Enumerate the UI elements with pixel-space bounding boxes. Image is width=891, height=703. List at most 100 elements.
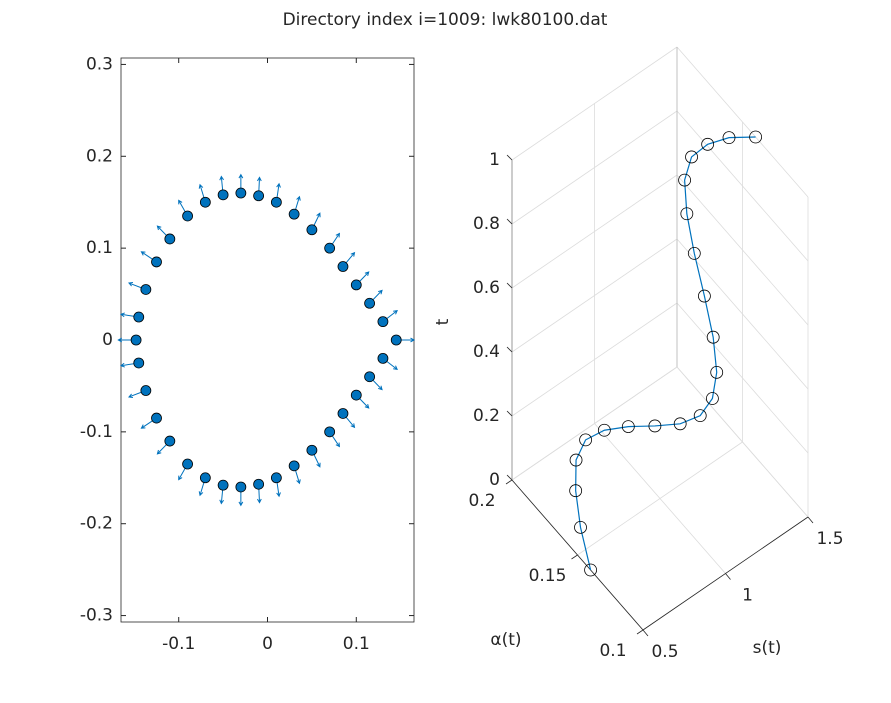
z-tick	[506, 346, 513, 353]
point	[364, 371, 376, 383]
point	[377, 352, 389, 364]
grid-line	[511, 238, 678, 353]
marker	[680, 207, 694, 221]
marker	[722, 131, 736, 145]
z-tick-label: 0.8	[473, 214, 500, 234]
point	[133, 311, 145, 323]
y-tick-label: 0.1	[599, 641, 626, 661]
point	[164, 435, 176, 447]
figure-title: Directory index i=1009: lwk80100.dat	[283, 10, 608, 30]
z-tick-label: 0.4	[473, 342, 500, 362]
grid-line	[511, 302, 678, 417]
y-tick-label: 0.2	[468, 491, 495, 511]
y-tick	[636, 629, 644, 635]
point	[306, 444, 318, 456]
y-axis-label: α(t)	[490, 630, 521, 650]
point	[253, 478, 265, 490]
point	[306, 224, 318, 236]
x-tick	[807, 516, 814, 524]
marker	[706, 392, 719, 405]
point	[130, 334, 142, 346]
z-tick-label: 0	[489, 470, 500, 490]
y-tick-label: 0.1	[86, 238, 113, 258]
y-tick-label: -0.2	[80, 514, 113, 534]
z-axis-label: t	[433, 318, 453, 325]
point	[140, 385, 152, 396]
y-tick-label: 0.2	[86, 146, 113, 166]
point	[217, 189, 229, 201]
x-tick-label: 1	[742, 586, 753, 606]
point	[288, 208, 300, 220]
marker	[574, 520, 587, 534]
point	[377, 316, 389, 328]
z-tick	[506, 282, 513, 289]
x-axis-label: s(t)	[753, 638, 782, 658]
curve	[575, 136, 756, 571]
z-tick-label: 1	[489, 150, 500, 170]
z-tick	[506, 154, 513, 161]
point	[235, 481, 247, 493]
marker	[584, 563, 597, 577]
point	[217, 479, 229, 491]
grid-line	[676, 46, 809, 198]
point	[253, 190, 265, 202]
marker	[569, 484, 583, 498]
marker	[687, 246, 701, 260]
point	[235, 187, 247, 199]
x-tick	[642, 629, 649, 637]
marker	[693, 409, 707, 423]
y-tick-label: 0	[102, 330, 113, 350]
y-tick	[505, 479, 513, 485]
point	[151, 256, 162, 268]
z-tick	[506, 410, 513, 417]
grid-line	[511, 366, 678, 481]
x-tick-label: 0.1	[343, 634, 370, 654]
marker	[569, 453, 583, 467]
z-tick	[506, 218, 513, 225]
marker	[710, 365, 724, 379]
grid-line	[676, 238, 809, 390]
z-tick	[506, 474, 513, 481]
grid-line	[577, 441, 743, 556]
point	[324, 426, 336, 438]
point	[337, 261, 349, 272]
x-tick-label: 0.5	[651, 642, 678, 662]
z-tick-label: 0.6	[473, 278, 500, 298]
marker	[621, 420, 635, 434]
marker	[597, 423, 611, 437]
y-tick-label: -0.1	[80, 422, 113, 442]
point	[288, 460, 300, 472]
point	[337, 408, 349, 419]
marker	[648, 419, 662, 433]
marker	[678, 173, 692, 187]
z-tick-label: 0.2	[473, 406, 500, 426]
point	[199, 472, 211, 484]
x-tick-label: -0.1	[162, 634, 195, 654]
x-tick-label: 1.5	[816, 529, 843, 549]
marker	[706, 330, 720, 344]
grid-line	[676, 366, 809, 518]
point	[199, 196, 211, 208]
x-tick	[725, 573, 731, 580]
point	[270, 196, 282, 208]
y-tick-label: 0.15	[529, 566, 567, 586]
marker	[701, 137, 715, 151]
x-tick-label: 0	[262, 634, 273, 654]
grid-line	[511, 110, 678, 225]
marker	[749, 130, 762, 144]
marker	[698, 289, 711, 303]
grid-line	[676, 302, 809, 454]
point	[140, 284, 152, 295]
marker	[579, 433, 593, 447]
point	[151, 412, 162, 424]
y-tick	[571, 554, 578, 560]
marker	[673, 417, 687, 431]
grid-line	[511, 46, 678, 161]
point	[390, 334, 402, 346]
grid-line	[676, 174, 809, 326]
point	[324, 242, 336, 254]
y-tick-label: 0.3	[86, 54, 113, 74]
marker	[685, 150, 698, 164]
